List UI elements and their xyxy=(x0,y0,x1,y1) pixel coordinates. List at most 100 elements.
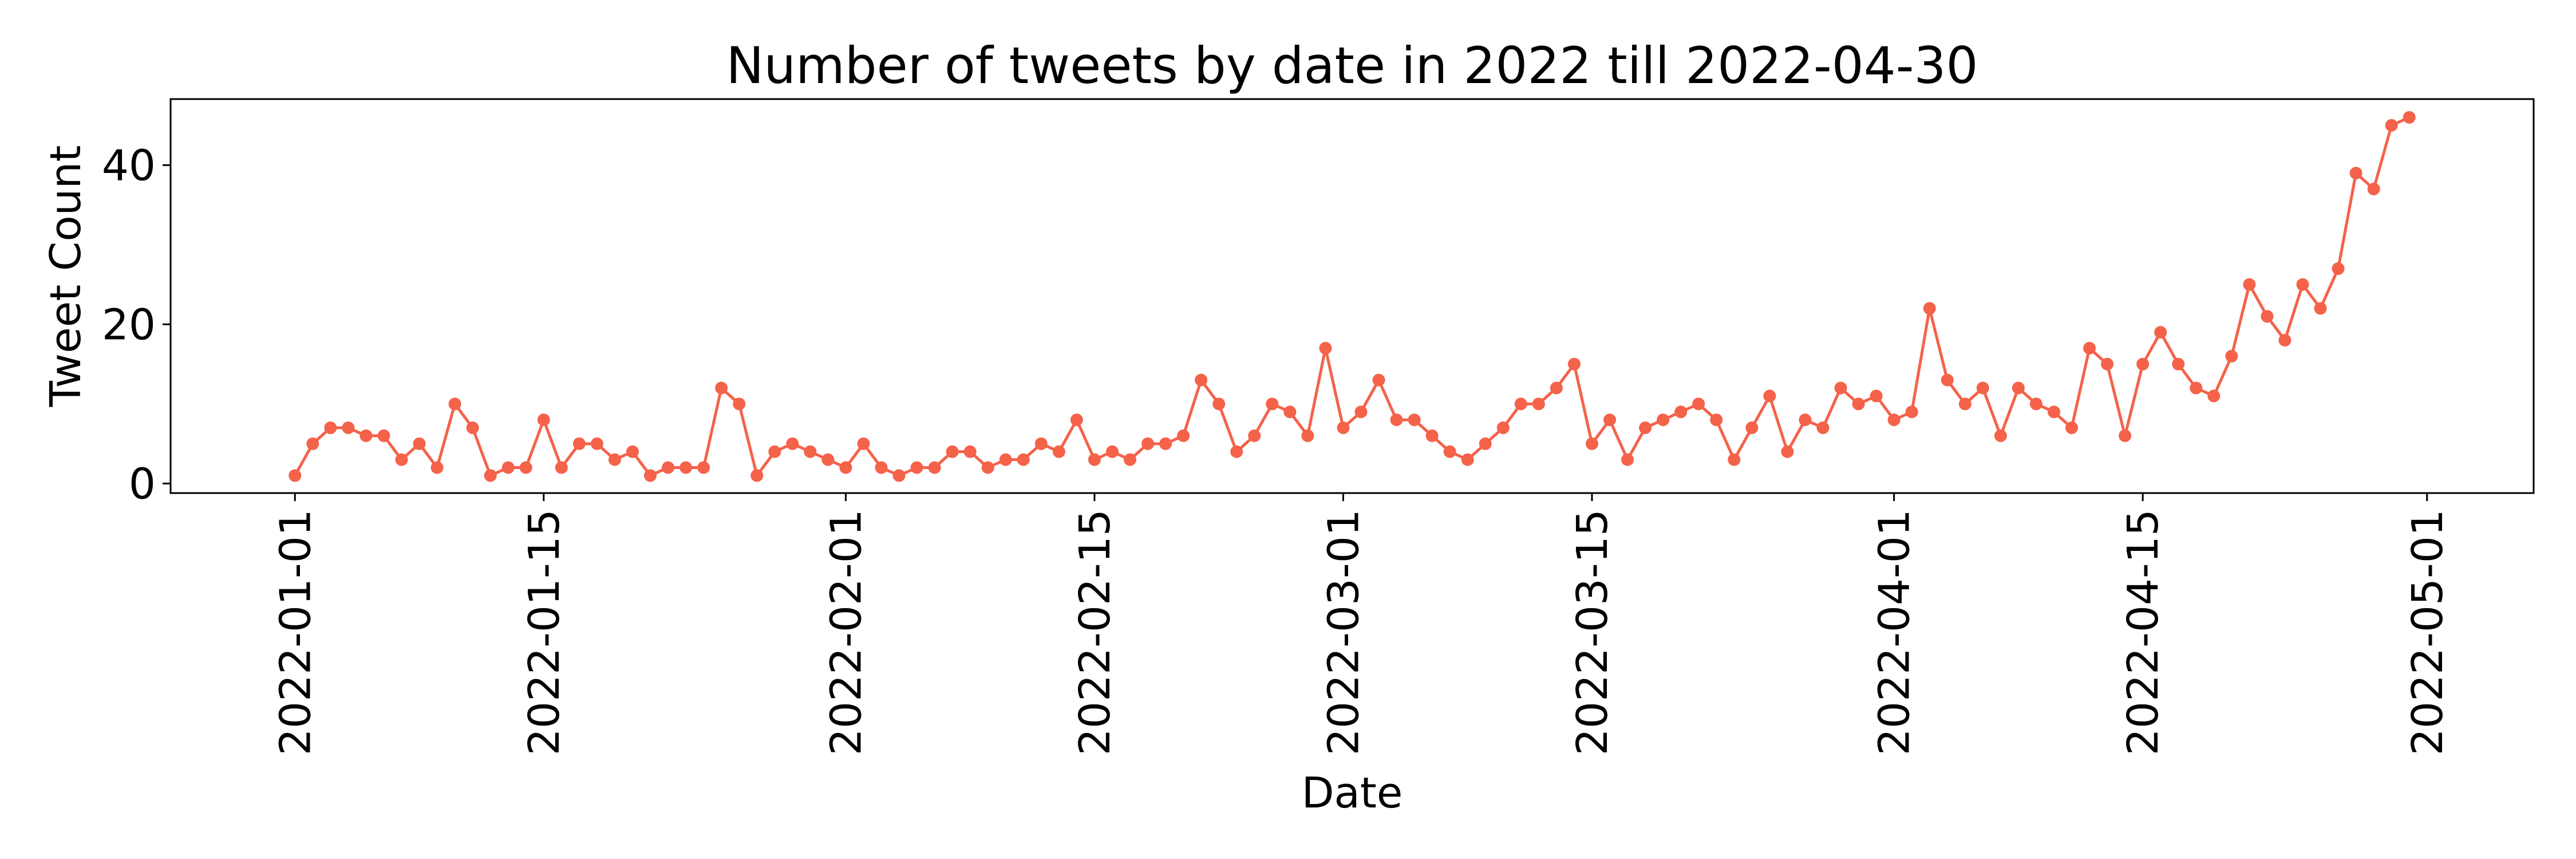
data-point xyxy=(1301,429,1314,442)
data-point xyxy=(1550,381,1563,395)
data-point xyxy=(2207,389,2221,403)
data-point xyxy=(289,469,302,482)
data-point xyxy=(1514,397,1527,411)
data-point xyxy=(448,397,461,411)
data-point xyxy=(2261,310,2274,323)
data-point xyxy=(413,437,426,450)
data-point xyxy=(1177,429,1190,442)
data-point xyxy=(1390,413,1403,427)
data-point xyxy=(1639,421,1652,435)
data-point xyxy=(537,413,550,427)
data-point xyxy=(626,445,639,458)
y-axis-label: Tweet Count xyxy=(41,145,90,408)
data-point xyxy=(2243,278,2256,291)
chart-title: Number of tweets by date in 2022 till 20… xyxy=(726,36,1978,95)
x-tick-label: 2022-02-15 xyxy=(1070,509,1120,755)
data-point xyxy=(1657,413,1670,427)
data-point xyxy=(981,461,994,474)
data-point xyxy=(2314,302,2327,315)
data-point xyxy=(963,445,977,458)
data-point xyxy=(2403,111,2416,124)
data-point xyxy=(306,437,319,450)
data-point xyxy=(1745,421,1759,435)
x-tick-label: 2022-05-01 xyxy=(2403,509,2452,755)
data-point xyxy=(359,429,373,442)
data-point xyxy=(1141,437,1155,450)
data-point xyxy=(1887,413,1901,427)
data-point xyxy=(1230,445,1243,458)
data-point xyxy=(1266,397,1279,411)
data-point xyxy=(1052,445,1065,458)
data-point xyxy=(1692,397,1705,411)
data-point xyxy=(1105,445,1119,458)
data-point xyxy=(1781,445,1794,458)
x-tick-label: 2022-01-01 xyxy=(271,509,320,755)
data-point xyxy=(2136,357,2150,371)
data-point xyxy=(1159,437,1172,450)
data-point xyxy=(2154,326,2167,339)
x-tick-label: 2022-03-15 xyxy=(1568,509,1617,755)
data-point xyxy=(2065,421,2079,435)
data-point xyxy=(430,461,444,474)
y-tick-label: 40 xyxy=(102,141,156,190)
data-point xyxy=(1905,405,1918,419)
data-point xyxy=(1372,373,1385,387)
data-point xyxy=(1586,437,1599,450)
data-point xyxy=(342,421,355,435)
y-tick-label: 0 xyxy=(129,459,156,509)
data-point xyxy=(2083,342,2096,355)
data-point xyxy=(1248,429,1261,442)
data-point xyxy=(324,421,337,435)
data-point xyxy=(1567,357,1581,371)
data-point xyxy=(2385,119,2398,132)
data-point xyxy=(910,461,923,474)
data-point xyxy=(466,421,479,435)
data-point xyxy=(2349,167,2362,180)
data-point xyxy=(395,453,408,466)
data-point xyxy=(1070,413,1083,427)
data-point xyxy=(1674,405,1688,419)
data-point xyxy=(715,381,728,395)
data-point xyxy=(2296,278,2309,291)
x-tick-label: 2022-01-15 xyxy=(520,509,569,755)
data-point xyxy=(1816,421,1830,435)
data-point xyxy=(1195,373,1208,387)
data-point xyxy=(1834,381,1847,395)
plot-area xyxy=(289,111,2416,482)
data-point xyxy=(804,445,817,458)
data-point xyxy=(2101,357,2114,371)
data-point xyxy=(821,453,835,466)
data-point xyxy=(1870,389,1883,403)
data-point xyxy=(2225,349,2238,362)
data-point xyxy=(1852,397,1865,411)
y-tick-label: 20 xyxy=(102,300,156,349)
data-point xyxy=(555,461,568,474)
data-point xyxy=(1710,413,1723,427)
data-point xyxy=(1728,453,1741,466)
data-point xyxy=(2119,429,2132,442)
data-point xyxy=(1443,445,1456,458)
data-point xyxy=(2029,397,2042,411)
data-point xyxy=(644,469,657,482)
data-point xyxy=(1408,413,1421,427)
data-point xyxy=(786,437,799,450)
data-point xyxy=(1479,437,1492,450)
data-point xyxy=(1034,437,1048,450)
data-point xyxy=(484,469,497,482)
data-point xyxy=(377,429,390,442)
data-point xyxy=(501,461,515,474)
data-point xyxy=(2190,381,2203,395)
data-point xyxy=(1088,453,1101,466)
data-point xyxy=(1976,381,1989,395)
data-point xyxy=(2047,405,2060,419)
data-point xyxy=(1496,421,1510,435)
data-point xyxy=(733,397,746,411)
x-tick-label: 2022-03-01 xyxy=(1319,509,1368,755)
data-point xyxy=(1337,421,1350,435)
data-point xyxy=(2367,183,2380,196)
plot-frame xyxy=(169,98,2535,494)
data-point xyxy=(1994,429,2007,442)
data-point xyxy=(1319,342,1332,355)
data-point xyxy=(1354,405,1368,419)
